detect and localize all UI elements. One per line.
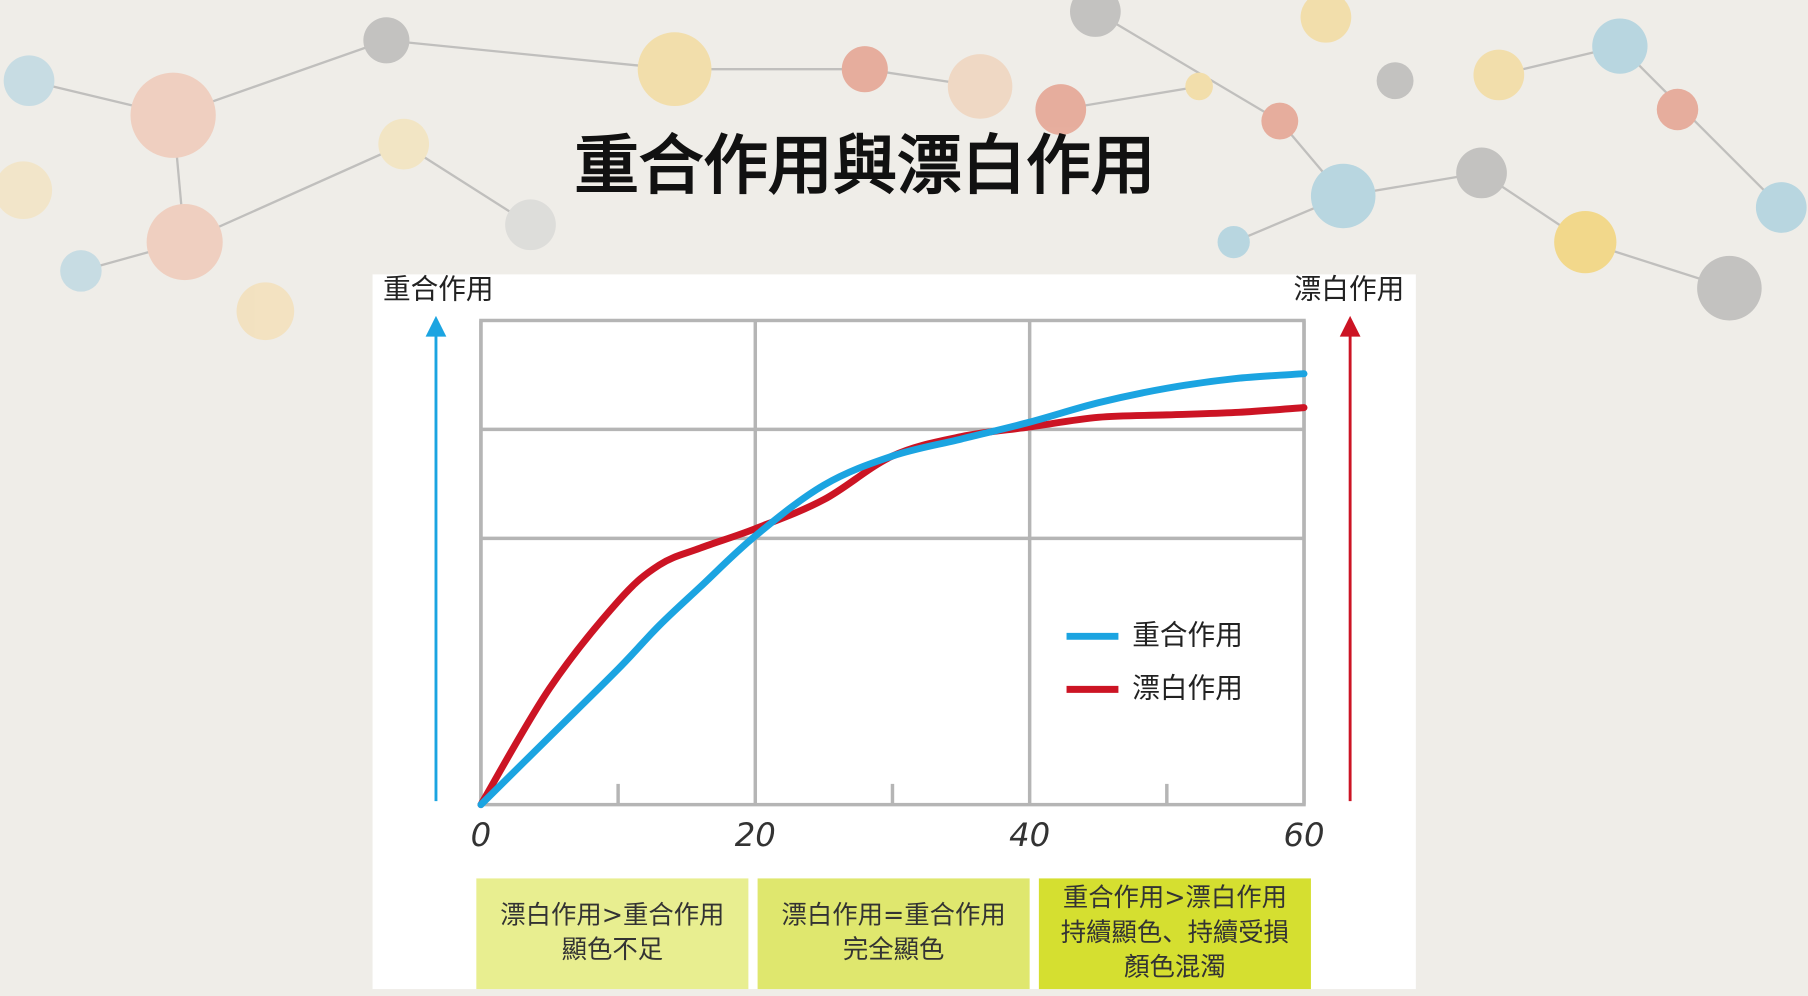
slide-title: 重合作用與漂白作用 [574,129,1155,204]
annotation-box [476,878,749,990]
right-arrow [1339,315,1361,802]
x-tick-label: 20 [735,816,776,854]
annotation-box [757,878,1030,990]
x-tick-label: 60 [1283,816,1324,854]
annotation-text: 持續顯色、持續受損 [1061,917,1289,947]
y-axis-label-right: 漂白作用 [1294,272,1405,305]
annotation-text: 漂白作用>重合作用 [500,899,724,929]
x-tick-label: 0 [471,816,492,854]
legend-label: 重合作用 [1132,618,1243,651]
annotation-text: 顏色混濁 [1124,951,1225,981]
annotation-box [1038,878,1311,990]
series-line [477,404,1308,809]
annotation-text: 顯色不足 [562,934,663,964]
annotation-text: 重合作用>漂白作用 [1063,882,1287,912]
annotation-boxes [476,878,1311,990]
chart-panel [372,274,1416,990]
y-axis-label-left: 重合作用 [383,272,494,305]
x-tick-label: 40 [1009,816,1050,854]
annotation-text: 完全顯色 [843,934,944,964]
background-network [0,0,1807,341]
annotation-text: 漂白作用=重合作用 [782,899,1006,929]
series-line [477,370,1308,809]
left-arrow [425,315,447,802]
legend-label: 漂白作用 [1132,671,1243,704]
